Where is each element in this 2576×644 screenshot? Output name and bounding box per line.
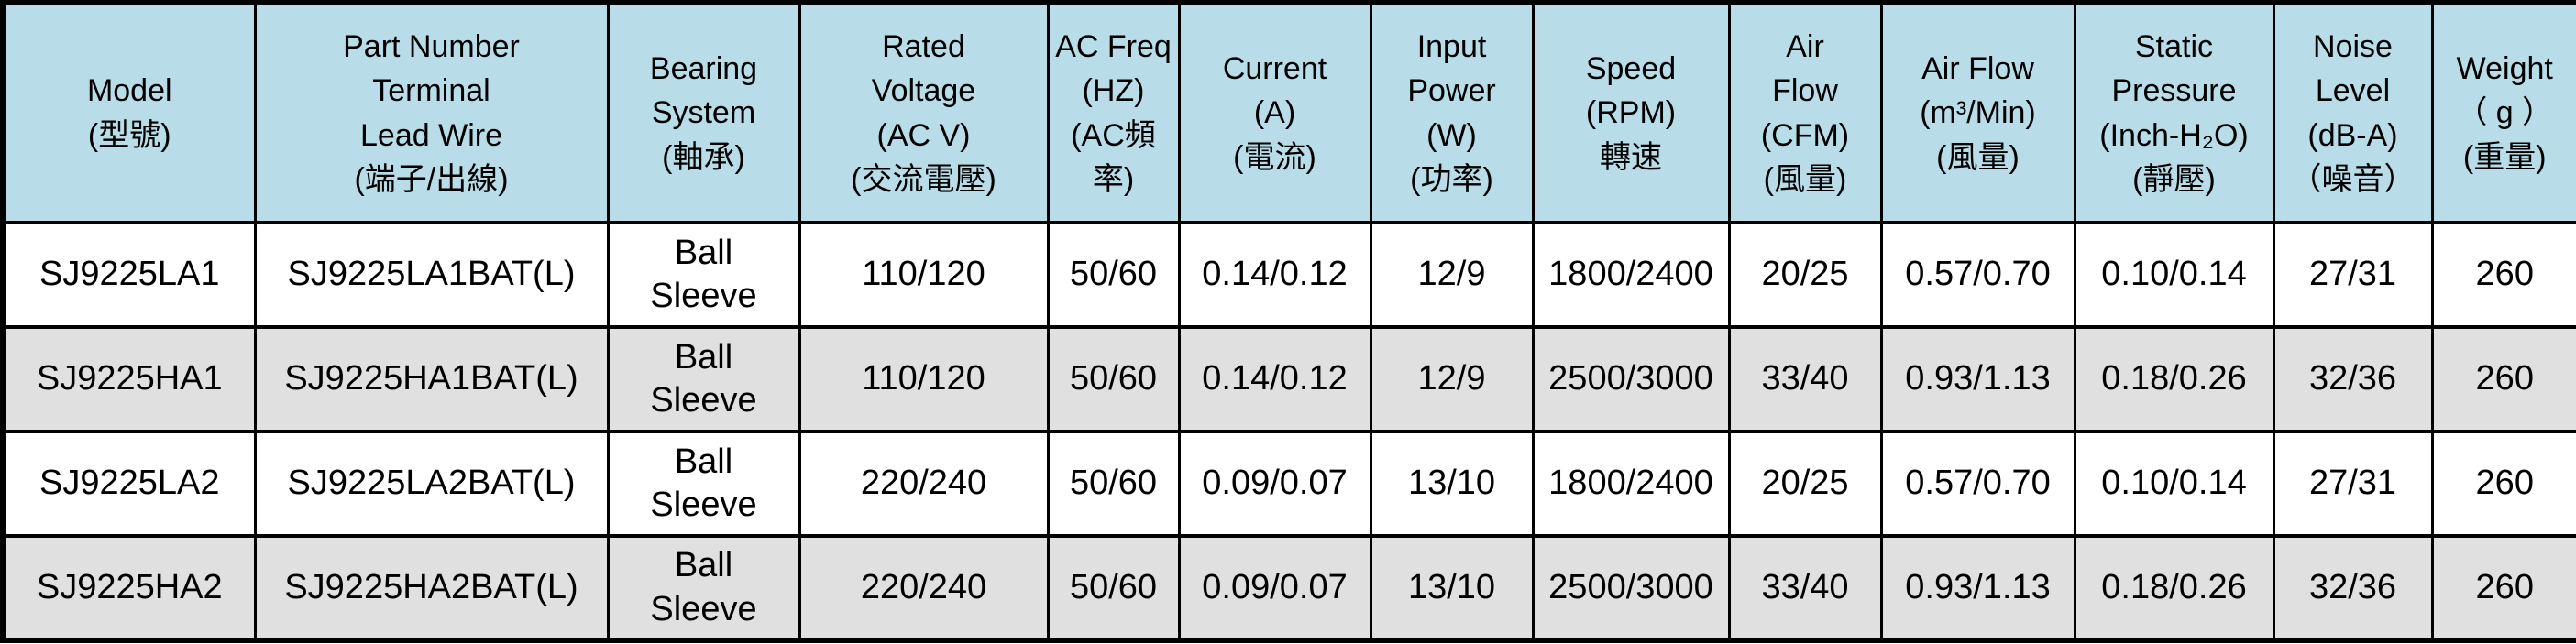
- table-cell: 50/60: [1046, 430, 1181, 538]
- header-speed: Speed (RPM) 轉速: [1531, 1, 1731, 224]
- table-cell: 27/31: [2272, 430, 2434, 538]
- table-cell: 220/240: [798, 534, 1050, 642]
- table-cell: SJ9225LA2BAT(L): [253, 430, 610, 538]
- header-input-power: Input Power (W) (功率): [1369, 1, 1535, 224]
- table-cell: SJ9225LA2: [1, 430, 257, 538]
- table-row: SJ9225LA1 SJ9225LA1BAT(L) Ball Sleeve 11…: [1, 221, 2576, 329]
- table-cell: 110/120: [798, 221, 1050, 329]
- header-current: Current (A) (電流): [1177, 1, 1372, 224]
- table-cell: Ball Sleeve: [606, 534, 801, 642]
- table-cell: 50/60: [1046, 325, 1181, 433]
- table-header-row: Model (型號) Part Number Terminal Lead Wir…: [1, 1, 2576, 224]
- table-cell: Ball Sleeve: [606, 430, 801, 538]
- table-body: SJ9225LA1 SJ9225LA1BAT(L) Ball Sleeve 11…: [1, 221, 2576, 642]
- table-cell: SJ9225HA1: [1, 325, 257, 433]
- table-cell: 32/36: [2272, 534, 2434, 642]
- table-cell: Ball Sleeve: [606, 325, 801, 433]
- table-cell: 260: [2430, 534, 2576, 642]
- table-cell: 260: [2430, 430, 2576, 538]
- table-cell: 0.93/1.13: [1879, 325, 2076, 433]
- table-cell: 13/10: [1369, 534, 1535, 642]
- header-ac-freq: AC Freq (HZ) (AC頻 率): [1046, 1, 1181, 224]
- header-rated-voltage: Rated Voltage (AC V) (交流電壓): [798, 1, 1050, 224]
- table-cell: 33/40: [1727, 534, 1883, 642]
- table-row: SJ9225HA2 SJ9225HA2BAT(L) Ball Sleeve 22…: [1, 534, 2576, 642]
- table-cell: 50/60: [1046, 221, 1181, 329]
- header-air-flow-cfm: Air Flow (CFM) (風量): [1727, 1, 1883, 224]
- table-cell: 1800/2400: [1531, 430, 1731, 538]
- table-row: SJ9225HA1 SJ9225HA1BAT(L) Ball Sleeve 11…: [1, 325, 2576, 433]
- table-cell: 220/240: [798, 430, 1050, 538]
- table-cell: Ball Sleeve: [606, 221, 801, 329]
- table-cell: 20/25: [1727, 430, 1883, 538]
- table-cell: 33/40: [1727, 325, 1883, 433]
- table-cell: 110/120: [798, 325, 1050, 433]
- header-noise-level: Noise Level (dB-A) （噪音）: [2272, 1, 2434, 224]
- table-cell: 13/10: [1369, 430, 1535, 538]
- table-cell: 0.14/0.12: [1177, 221, 1372, 329]
- table-cell: SJ9225LA1BAT(L): [253, 221, 610, 329]
- header-model: Model (型號): [1, 1, 257, 224]
- table-cell: 32/36: [2272, 325, 2434, 433]
- table-cell: 2500/3000: [1531, 325, 1731, 433]
- header-static-pressure: Static Pressure (Inch-H₂O) (靜壓): [2073, 1, 2275, 224]
- table-cell: 0.93/1.13: [1879, 534, 2076, 642]
- table-cell: 20/25: [1727, 221, 1883, 329]
- table-cell: 2500/3000: [1531, 534, 1731, 642]
- table-cell: SJ9225HA1BAT(L): [253, 325, 610, 433]
- header-weight: Weight （ g ） (重量): [2430, 1, 2576, 224]
- table-cell: SJ9225HA2BAT(L): [253, 534, 610, 642]
- table-cell: 12/9: [1369, 325, 1535, 433]
- table-cell: 0.18/0.26: [2073, 325, 2275, 433]
- table-cell: 0.14/0.12: [1177, 325, 1372, 433]
- table-cell: SJ9225LA1: [1, 221, 257, 329]
- table-cell: 0.18/0.26: [2073, 534, 2275, 642]
- table-cell: 0.57/0.70: [1879, 221, 2076, 329]
- header-part-number: Part Number Terminal Lead Wire (端子/出線): [253, 1, 610, 224]
- table-cell: 0.09/0.07: [1177, 534, 1372, 642]
- table-cell: 260: [2430, 221, 2576, 329]
- table-row: SJ9225LA2 SJ9225LA2BAT(L) Ball Sleeve 22…: [1, 430, 2576, 538]
- table-cell: 260: [2430, 325, 2576, 433]
- table-cell: 27/31: [2272, 221, 2434, 329]
- table-cell: 12/9: [1369, 221, 1535, 329]
- header-air-flow-m3: Air Flow (m³/Min) (風量): [1879, 1, 2076, 224]
- table-cell: 0.57/0.70: [1879, 430, 2076, 538]
- table-cell: 0.10/0.14: [2073, 221, 2275, 329]
- table-cell: 0.09/0.07: [1177, 430, 1372, 538]
- table-cell: 50/60: [1046, 534, 1181, 642]
- header-bearing-system: Bearing System (軸承): [606, 1, 801, 224]
- table-cell: SJ9225HA2: [1, 534, 257, 642]
- table-cell: 0.10/0.14: [2073, 430, 2275, 538]
- table-cell: 1800/2400: [1531, 221, 1731, 329]
